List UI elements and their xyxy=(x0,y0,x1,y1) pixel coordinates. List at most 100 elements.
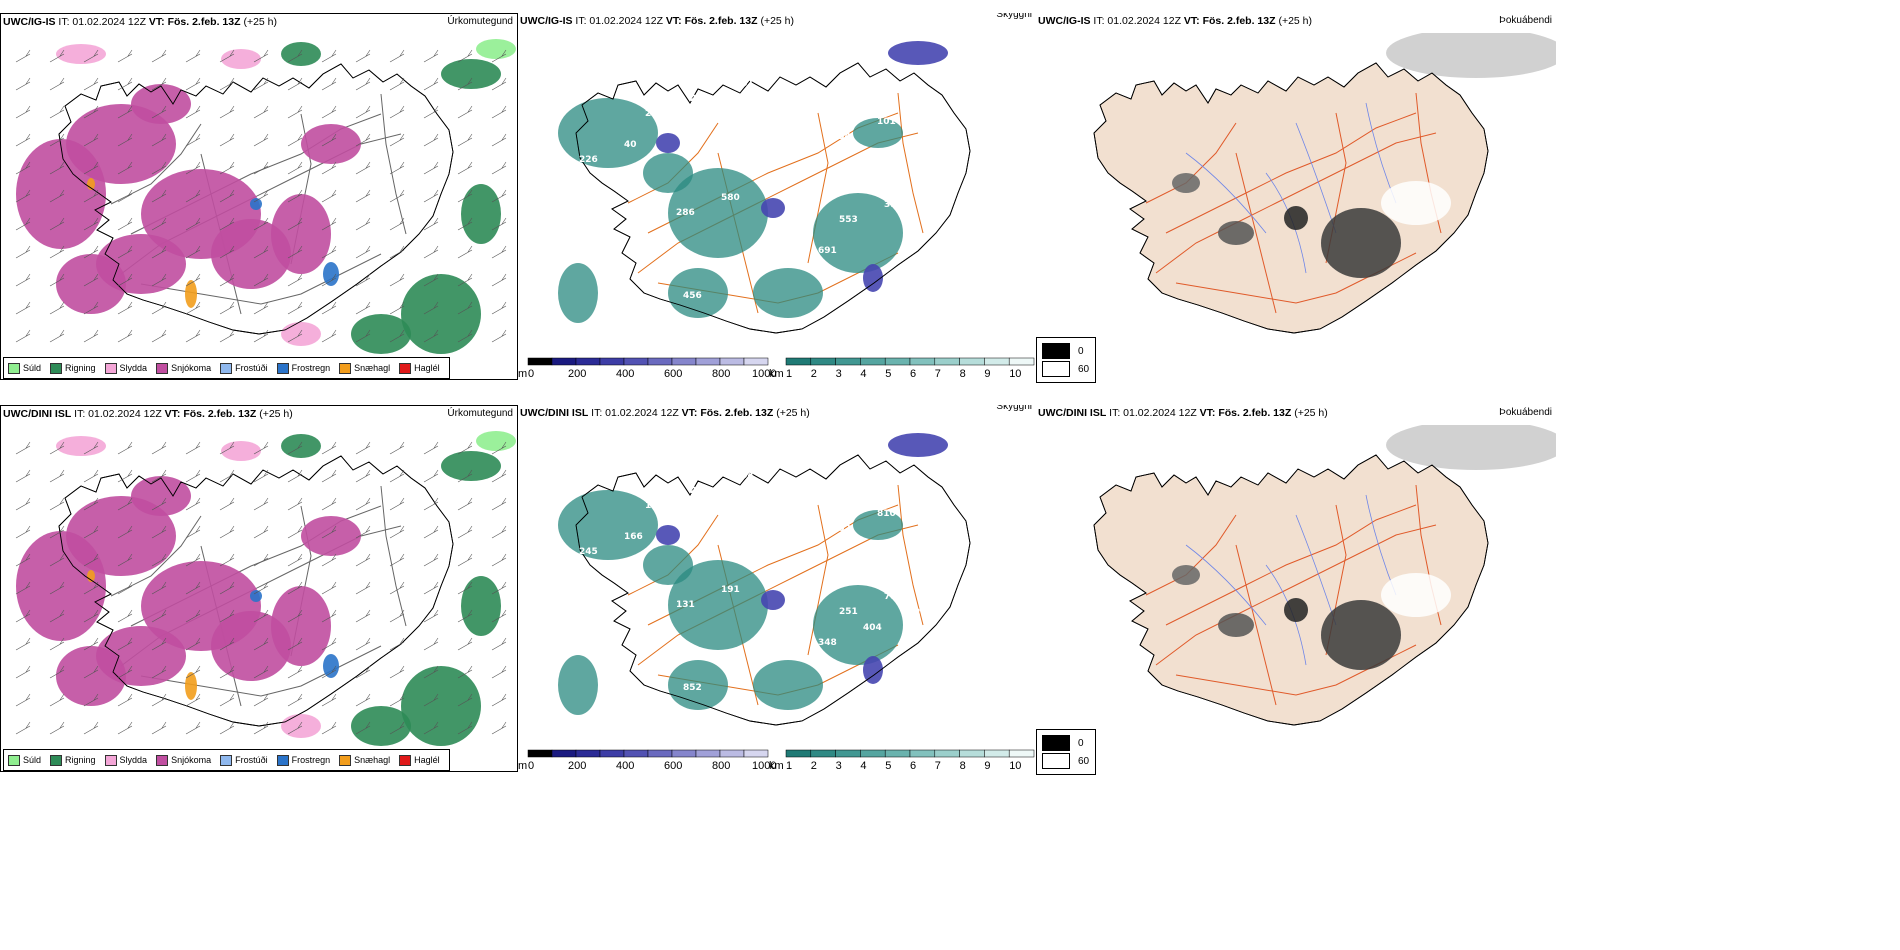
panel-title: Skyggni xyxy=(996,405,1032,412)
scale-swatch xyxy=(743,749,769,758)
visibility-label: 235 xyxy=(780,456,799,466)
visibility-label: 148 xyxy=(929,577,948,587)
scale-swatch xyxy=(599,749,625,758)
scale-tick: 3 xyxy=(836,760,842,772)
visibility-label: 40 xyxy=(624,140,637,150)
panel-header: UWC/DINI ISL IT: 01.02.2024 12Z VT: Fös.… xyxy=(1038,407,1552,419)
scale-swatch xyxy=(884,749,911,758)
fog-legend-white-swatch xyxy=(1042,753,1070,769)
scale-tick: 4 xyxy=(860,368,866,380)
scale-swatch xyxy=(785,357,812,366)
visibility-label: 248 xyxy=(742,554,761,564)
scale-swatch xyxy=(671,357,697,366)
fog-legend-max: 60 xyxy=(1078,363,1090,375)
scale-tick: 600 xyxy=(664,368,682,380)
scale-swatch xyxy=(860,749,886,758)
panel-title: Úrkomutegund xyxy=(447,16,513,27)
fog-legend-top: 0 60 xyxy=(1036,337,1096,383)
scale-tick: 1000 xyxy=(752,368,776,380)
visibility-label: 966 xyxy=(981,645,1000,655)
visibility-label: 135 xyxy=(922,494,941,504)
legend-item: Haglél xyxy=(399,754,440,766)
scale-swatch xyxy=(785,749,812,758)
scale-tick: 5 xyxy=(885,368,891,380)
visibility-label: 517 xyxy=(825,329,844,339)
visibility-label: 810 xyxy=(877,509,896,519)
legend-label: Slydda xyxy=(119,755,148,765)
scale-tick: 2 xyxy=(811,368,817,380)
visibility-label: 834 xyxy=(548,56,567,66)
legend-label: Haglél xyxy=(414,363,440,373)
scale-swatch xyxy=(671,749,697,758)
visibility-label: 511 xyxy=(572,72,591,82)
scale-swatch xyxy=(860,357,886,366)
legend-label: Haglél xyxy=(414,755,440,765)
visibility-label: 136 xyxy=(787,539,806,549)
legend-swatch xyxy=(220,362,233,374)
visibility-map: 144 130 248 251 566 180 277 136 788 966 920 404 102 1… xyxy=(548,433,1000,731)
fog-panel-top: UWC/IG-IS IT: 01.02.2024 12Z VT: Fös. 2.… xyxy=(1036,13,1556,380)
visibility-label: 131 xyxy=(676,600,695,610)
scale-swatch xyxy=(599,357,625,366)
visibility-panel-bottom: UWC/DINI ISL IT: 01.02.2024 12Z VT: Fös.… xyxy=(518,405,1036,772)
visibility-label: 348 xyxy=(818,638,837,648)
visibility-label: 176 xyxy=(728,276,747,286)
visibility-label: 981 xyxy=(593,321,612,331)
scale-swatch xyxy=(695,357,721,366)
scale-swatch xyxy=(695,749,721,758)
scale-tick: 9 xyxy=(984,368,990,380)
fog-legend-white-swatch xyxy=(1042,361,1070,377)
visibility-label: 462 xyxy=(915,299,934,309)
scale-unit-km: km xyxy=(769,368,784,380)
scale-tick: 6 xyxy=(910,760,916,772)
fog-legend-bottom: 0 60 xyxy=(1036,729,1096,775)
legend-item: Snæhagl xyxy=(339,362,390,374)
visibility-label: 78 xyxy=(936,268,949,278)
scale-swatch xyxy=(575,357,601,366)
visibility-label: 299 xyxy=(773,653,792,663)
scale-swatch xyxy=(647,357,673,366)
scale-tick: 800 xyxy=(712,760,730,772)
scale-tick: 1000 xyxy=(752,760,776,772)
legend-swatch xyxy=(8,754,20,766)
visibility-label: 566 xyxy=(936,660,955,670)
scale-swatch xyxy=(719,749,745,758)
legend-swatch xyxy=(399,362,412,374)
visibility-label: 754 xyxy=(832,132,851,142)
fog-legend-black-swatch xyxy=(1042,735,1070,751)
visibility-label: 553 xyxy=(839,215,858,225)
panel-header: UWC/IG-IS IT: 01.02.2024 12Z VT: Fös. 2.… xyxy=(518,13,1036,29)
fog-legend-black-swatch xyxy=(1042,343,1070,359)
panel-title: Úrkomutegund xyxy=(447,408,513,419)
fog-legend-min: 0 xyxy=(1078,345,1084,357)
scale-tick: 7 xyxy=(935,368,941,380)
legend-swatch xyxy=(50,362,63,374)
visibility-label: 580 xyxy=(631,615,650,625)
scale-tick: 8 xyxy=(960,760,966,772)
visibility-label: 147 xyxy=(631,223,650,233)
visibility-label: 226 xyxy=(579,155,598,165)
legend-item: Slydda xyxy=(104,362,147,374)
visibility-label: 130 xyxy=(645,501,664,511)
scale-tick: 200 xyxy=(568,368,586,380)
visibility-label: 733 xyxy=(870,314,889,324)
legend-item: Frostúði xyxy=(220,754,268,766)
panel-title: Þokuábendi xyxy=(1499,15,1552,26)
visibility-label: 580 xyxy=(721,193,740,203)
legend-swatch xyxy=(339,754,352,766)
visibility-label: 920 xyxy=(638,698,657,708)
legend-label: Snjókoma xyxy=(171,363,212,373)
scale-swatch xyxy=(984,749,1010,758)
visibility-label: 998 xyxy=(766,178,785,188)
legend-swatch xyxy=(156,362,169,374)
scale-unit-m: m xyxy=(518,368,527,380)
scale-swatch xyxy=(810,749,836,758)
scale-tick: 2 xyxy=(811,760,817,772)
visibility-label: 456 xyxy=(683,291,702,301)
scale-swatch xyxy=(623,749,649,758)
legend-item: Rigning xyxy=(50,754,96,766)
visibility-label: 277 xyxy=(690,486,709,496)
visibility-label: 102 xyxy=(832,524,851,534)
legend-item: Rigning xyxy=(50,362,96,374)
